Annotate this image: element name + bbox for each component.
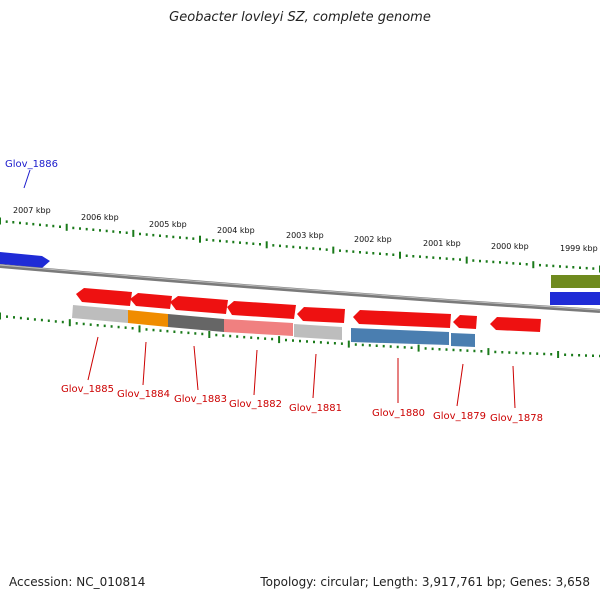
cog-glov-1885 xyxy=(72,305,128,323)
cog-glov-1880 xyxy=(351,328,449,345)
label-glov-1883[interactable]: Glov_1883 xyxy=(174,394,227,405)
leader-glov-1885 xyxy=(87,336,99,381)
cog-glov-1884 xyxy=(128,310,168,327)
cog-glov-1883 xyxy=(168,314,224,332)
label-glov-1882[interactable]: Glov_1882 xyxy=(229,399,282,410)
scale-label-2000: 2000 kbp xyxy=(491,242,529,251)
genome-backbone-highlight xyxy=(0,264,600,311)
cog-glov-1879 xyxy=(451,333,475,347)
cog-glov-1882 xyxy=(224,319,293,336)
leader-glov-1879 xyxy=(456,363,464,407)
label-glov-1880[interactable]: Glov_1880 xyxy=(372,408,425,419)
label-glov-1879[interactable]: Glov_1879 xyxy=(433,411,486,422)
gene-glov-1881[interactable] xyxy=(297,307,345,323)
scale-label-1999: 1999 kbp xyxy=(560,244,598,253)
cog-glov-1881 xyxy=(294,324,342,340)
gene-glov-1886[interactable] xyxy=(0,252,50,268)
label-glov-1881[interactable]: Glov_1881 xyxy=(289,403,342,414)
cog-olive-block xyxy=(551,275,600,288)
gene-glov-1884[interactable] xyxy=(130,293,172,309)
outer-scale-track xyxy=(0,217,600,273)
scale-label-2007: 2007 kbp xyxy=(13,206,51,215)
leader-glov-1882 xyxy=(253,349,258,396)
scale-label-2002: 2002 kbp xyxy=(354,235,392,244)
inner-scale-track xyxy=(0,312,600,358)
gene-glov-1882[interactable] xyxy=(227,301,296,319)
leader-glov-1884 xyxy=(142,341,147,386)
gene-glov-1878[interactable] xyxy=(490,317,541,332)
genome-summary-text: Topology: circular; Length: 3,917,761 bp… xyxy=(260,575,590,589)
gene-glov-1880[interactable] xyxy=(353,310,451,328)
leader-glov-1881 xyxy=(312,353,317,399)
genome-backbone xyxy=(0,264,600,313)
label-glov-1886[interactable]: Glov_1886 xyxy=(5,159,58,170)
map-title: Geobacter lovleyi SZ, complete genome xyxy=(169,10,431,25)
gene-glov-1883[interactable] xyxy=(170,296,228,314)
scale-label-2003: 2003 kbp xyxy=(286,231,324,240)
gene-forward-right[interactable] xyxy=(550,292,600,305)
label-glov-1878[interactable]: Glov_1878 xyxy=(490,413,543,424)
gene-glov-1885[interactable] xyxy=(76,288,132,306)
leader-glov-1883 xyxy=(193,345,199,391)
label-glov-1884[interactable]: Glov_1884 xyxy=(117,389,170,400)
scale-label-2006: 2006 kbp xyxy=(81,213,119,222)
leader-glov-1878 xyxy=(512,365,516,409)
leader-glov-1886 xyxy=(23,169,31,189)
accession-text: Accession: NC_010814 xyxy=(9,575,146,589)
scale-label-2005: 2005 kbp xyxy=(149,220,187,229)
scale-label-2004: 2004 kbp xyxy=(217,226,255,235)
label-glov-1885[interactable]: Glov_1885 xyxy=(61,384,114,395)
gene-glov-1879[interactable] xyxy=(453,315,477,329)
scale-label-2001: 2001 kbp xyxy=(423,239,461,248)
